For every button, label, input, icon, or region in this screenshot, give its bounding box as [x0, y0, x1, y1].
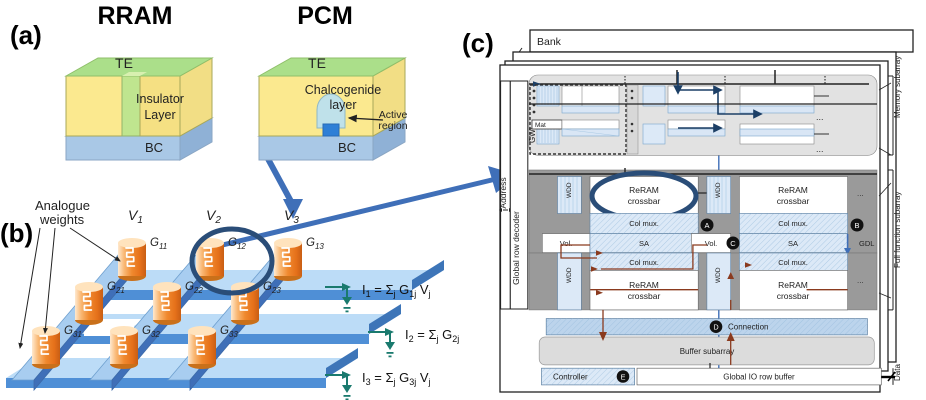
svg-text:ReRAM: ReRAM [778, 185, 808, 195]
svg-text:A: A [704, 221, 709, 230]
svg-text:G12: G12 [228, 237, 246, 251]
svg-text:V1: V1 [128, 207, 143, 226]
svg-text:BC: BC [145, 140, 163, 155]
svg-text:crossbar: crossbar [777, 291, 810, 301]
svg-text:Vol.: Vol. [705, 239, 718, 248]
svg-text:D: D [713, 323, 718, 332]
svg-text:Bank: Bank [537, 36, 562, 48]
svg-text:GDL: GDL [859, 239, 874, 248]
svg-text:region: region [378, 120, 407, 132]
svg-text:Col mux.: Col mux. [629, 219, 659, 228]
svg-text:WDD: WDD [715, 267, 722, 283]
svg-text:BC: BC [338, 140, 356, 155]
svg-text:Global IO row buffer: Global IO row buffer [723, 373, 795, 382]
svg-text:B: B [854, 221, 859, 230]
svg-text:E: E [621, 372, 626, 381]
svg-text:V3: V3 [284, 207, 299, 226]
svg-text:...: ... [816, 112, 824, 122]
svg-text:Chalcogenide: Chalcogenide [305, 83, 381, 97]
svg-text:WDD: WDD [566, 267, 573, 283]
svg-text:ReRAM: ReRAM [629, 185, 659, 195]
svg-text:ReRAM: ReRAM [778, 280, 808, 290]
svg-text:layer: layer [329, 98, 356, 112]
svg-text:Insulator: Insulator [136, 92, 184, 106]
svg-text:Buffer subarray: Buffer subarray [680, 347, 735, 356]
svg-text:I1 = Σj G1j Vj: I1 = Σj G1j Vj [362, 282, 431, 299]
svg-text:Connection: Connection [728, 323, 768, 332]
svg-text:I2 = Σj G2j Vj: I2 = Σj G2j Vj [405, 327, 460, 344]
svg-text:I3 = Σj G3j Vj: I3 = Σj G3j Vj [362, 370, 431, 387]
svg-text:ReRAM: ReRAM [629, 280, 659, 290]
svg-text:crossbar: crossbar [777, 196, 810, 206]
svg-text:WDD: WDD [566, 182, 573, 198]
svg-text:crossbar: crossbar [628, 196, 661, 206]
svg-text:...: ... [857, 276, 864, 285]
svg-text:weights: weights [39, 212, 85, 227]
svg-text:crossbar: crossbar [628, 291, 661, 301]
svg-text:Mat: Mat [535, 122, 546, 129]
svg-text:Analogue: Analogue [35, 198, 90, 213]
svg-text:Col mux.: Col mux. [629, 258, 659, 267]
svg-text:...: ... [857, 189, 864, 198]
svg-text:Controller: Controller [553, 373, 588, 382]
svg-text:C: C [730, 239, 736, 248]
svg-text:G13: G13 [306, 237, 324, 251]
svg-text:Global row decoder: Global row decoder [511, 211, 521, 285]
svg-text:Col mux.: Col mux. [778, 258, 808, 267]
svg-text:Layer: Layer [144, 108, 175, 122]
svg-text:Full function subarray: Full function subarray [893, 192, 902, 268]
svg-text:V2: V2 [206, 207, 221, 226]
svg-text:TE: TE [308, 55, 326, 71]
svg-text:G11: G11 [150, 237, 167, 251]
svg-text:Address: Address [498, 177, 508, 208]
svg-text:Memory subarray: Memory subarray [893, 56, 902, 118]
svg-text:...: ... [816, 144, 824, 154]
svg-text:WDD: WDD [715, 182, 722, 198]
svg-text:SA: SA [639, 239, 649, 248]
svg-text:SA: SA [788, 239, 798, 248]
svg-text:TE: TE [115, 55, 133, 71]
svg-text:Col mux.: Col mux. [778, 219, 808, 228]
